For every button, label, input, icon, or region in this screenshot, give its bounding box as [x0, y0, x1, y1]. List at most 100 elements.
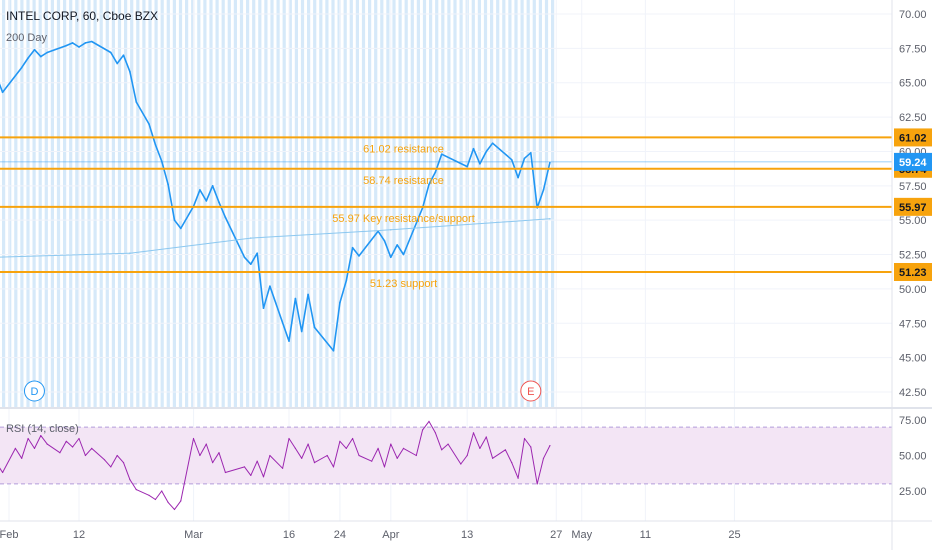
price-axis-label: 45.00	[899, 353, 927, 365]
rsi-band	[0, 427, 892, 484]
session-band	[477, 0, 481, 408]
price-point	[211, 185, 214, 187]
price-point	[472, 147, 475, 150]
price-point	[122, 54, 125, 56]
price-point	[65, 44, 68, 47]
rsi-point	[84, 454, 86, 457]
rsi-axis-label: 50.00	[899, 451, 927, 463]
price-point	[390, 256, 392, 259]
rsi-point	[301, 457, 303, 459]
sma-point	[549, 218, 551, 220]
session-band	[502, 0, 506, 408]
level-label: 61.02 resistance	[363, 143, 444, 155]
session-band	[422, 0, 427, 408]
session-band	[124, 0, 128, 408]
rsi-point	[27, 437, 29, 440]
session-band	[294, 0, 298, 408]
rsi-point	[536, 483, 538, 485]
session-band	[276, 0, 280, 408]
price-point	[383, 240, 386, 242]
time-axis-label: 24	[334, 529, 346, 541]
level-price-tag-text: 55.97	[899, 202, 927, 214]
rsi-point	[122, 462, 125, 464]
session-band	[288, 0, 292, 408]
session-band	[483, 0, 488, 408]
rsi-point	[46, 443, 48, 445]
session-band	[117, 0, 122, 408]
session-band	[166, 0, 170, 408]
price-axis-label: 57.50	[899, 181, 927, 193]
price-point	[434, 171, 437, 173]
session-band	[130, 0, 134, 408]
rsi-point	[313, 462, 316, 464]
session-band	[258, 0, 262, 408]
rsi-point	[492, 457, 494, 459]
rsi-point	[371, 460, 373, 462]
rsi-point	[472, 432, 475, 434]
session-band	[172, 0, 176, 408]
rsi-point	[14, 447, 16, 449]
price-point	[84, 42, 87, 44]
session-band	[404, 0, 408, 408]
rsi-legend[interactable]: RSI (14, close)	[6, 423, 79, 435]
price-axis-label: 55.00	[899, 215, 927, 227]
session-band	[459, 0, 463, 408]
rsi-point	[135, 489, 137, 491]
price-point	[542, 189, 545, 191]
price-point	[135, 101, 138, 103]
rsi-point	[167, 501, 169, 503]
price-point	[218, 201, 220, 204]
session-band	[81, 0, 85, 408]
session-band	[8, 0, 12, 408]
rsi-point	[390, 443, 392, 445]
price-point	[180, 227, 182, 230]
session-band	[520, 0, 524, 408]
session-band	[20, 0, 24, 408]
session-band	[87, 0, 91, 408]
session-band	[227, 0, 231, 408]
rsi-point	[428, 420, 430, 422]
price-point	[199, 189, 201, 191]
study-legend-sma[interactable]: 200 Day	[6, 32, 47, 44]
horizontal-levels[interactable]: 61.02 resistance 58.74 resistance 55.97 Ke…	[0, 136, 892, 290]
last-price-tag	[894, 152, 932, 171]
session-band	[349, 0, 353, 408]
price-point	[129, 70, 131, 73]
rsi-point	[542, 457, 545, 459]
session-band	[325, 0, 329, 408]
session-band	[380, 0, 384, 408]
rsi-point	[402, 447, 405, 449]
rsi-point	[40, 435, 42, 437]
time-axis-label: 16	[283, 529, 295, 541]
rsi-point	[383, 466, 386, 468]
level-label: 51.23 support	[370, 278, 437, 290]
session-band	[44, 0, 48, 408]
session-band	[386, 0, 390, 408]
price-point	[33, 48, 36, 51]
session-band	[496, 0, 500, 408]
rsi-point	[262, 476, 265, 478]
session-band	[337, 0, 341, 408]
session-band	[441, 0, 445, 408]
price-point	[510, 158, 513, 161]
session-band	[105, 0, 109, 408]
rsi-point	[517, 477, 519, 479]
rsi-point	[288, 437, 290, 440]
price-point	[256, 252, 259, 254]
price-point	[46, 51, 48, 54]
price-point	[523, 157, 526, 160]
rsi-point	[192, 437, 195, 440]
session-band	[361, 0, 366, 408]
session-band	[26, 0, 30, 408]
rsi-point	[148, 494, 150, 496]
rsi-point	[110, 466, 112, 468]
price-point	[466, 165, 469, 168]
earnings-marker[interactable]: E	[520, 380, 542, 402]
session-bands	[2, 0, 555, 408]
dividend-marker[interactable]: D	[23, 380, 45, 402]
session-band	[368, 0, 372, 408]
rsi-point	[504, 449, 506, 451]
